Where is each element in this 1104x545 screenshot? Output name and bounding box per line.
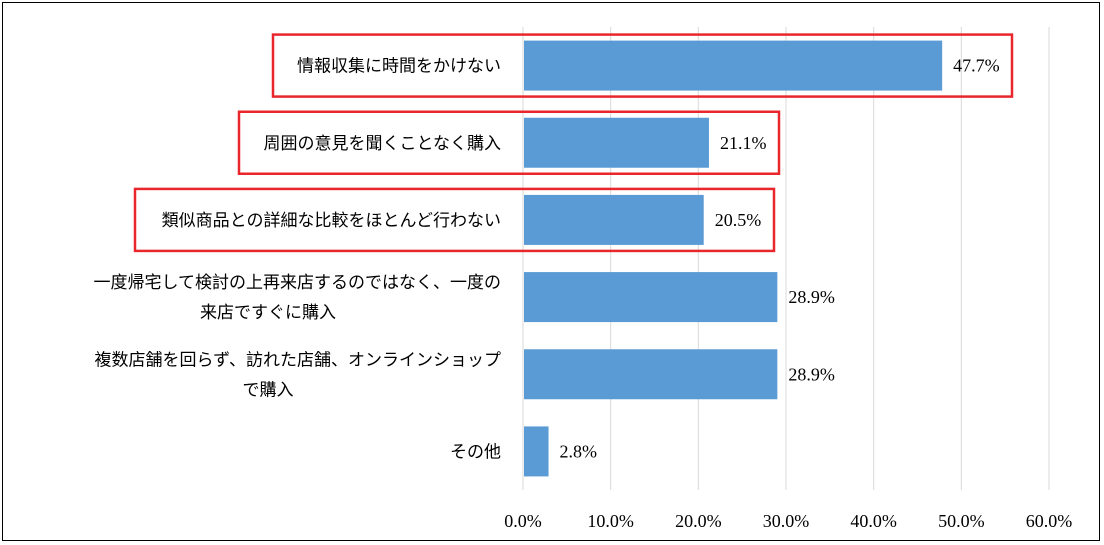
bar	[524, 117, 709, 168]
value-label: 2.8%	[560, 441, 598, 461]
value-label: 28.9%	[788, 287, 835, 307]
bar	[524, 272, 778, 323]
bar	[524, 40, 943, 91]
category-label: 情報収集に時間をかけない	[297, 57, 501, 77]
value-label: 21.1%	[720, 133, 767, 153]
category-label: 複数店舗を回らず、訪れた店舗、オンラインショップ	[95, 350, 501, 370]
bar	[524, 426, 549, 477]
bar	[524, 194, 704, 245]
value-label: 20.5%	[715, 210, 762, 230]
category-label: 一度帰宅して検討の上再来店するのではなく、一度の	[94, 273, 502, 293]
bar	[524, 349, 778, 400]
tick-label: 60.0%	[1026, 511, 1073, 531]
tick-label: 0.0%	[504, 511, 542, 531]
highlight-box	[237, 110, 781, 175]
category-label: で購入	[243, 380, 294, 400]
category-label: 類似商品との詳細な比較をほとんど行わない	[162, 211, 501, 231]
highlight-box	[271, 33, 1014, 98]
tick-label: 40.0%	[850, 511, 897, 531]
tick-label: 10.0%	[587, 511, 634, 531]
value-label: 28.9%	[788, 364, 835, 384]
category-label: 周囲の意見を聞くことなく購入	[264, 134, 502, 154]
tick-label: 20.0%	[675, 511, 722, 531]
category-label: 来店ですぐに購入	[200, 303, 336, 323]
value-label: 47.7%	[953, 56, 1000, 76]
tick-label: 30.0%	[763, 511, 810, 531]
tick-label: 50.0%	[938, 511, 985, 531]
category-label: その他	[450, 442, 501, 462]
highlight-box	[133, 187, 776, 253]
